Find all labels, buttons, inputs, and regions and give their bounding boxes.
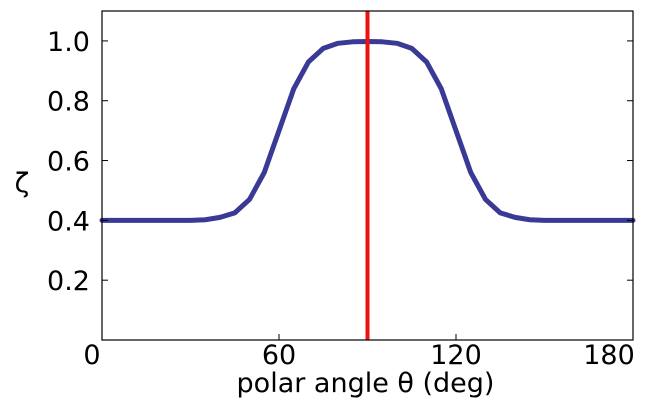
plot-area	[99, 11, 636, 340]
y-axis-label: ζ	[15, 168, 30, 199]
x-axis-label: polar angle θ (deg)	[237, 368, 495, 399]
y-tick-label: 0.8	[47, 87, 90, 118]
x-tick-label: 60	[262, 340, 296, 371]
y-tick-label: 1.0	[47, 27, 90, 58]
x-tick-label: 0	[83, 340, 100, 371]
x-tick-label: 120	[430, 340, 482, 371]
y-tick-label: 0.4	[47, 206, 90, 237]
x-tick-label: 180	[583, 340, 635, 371]
ticks: 0 60 120 180 0.2 0.4 0.6 0.8 1.0	[47, 27, 635, 371]
y-tick-label: 0.2	[47, 266, 90, 297]
plot-frame	[101, 10, 634, 341]
y-tick-label: 0.6	[47, 147, 90, 178]
